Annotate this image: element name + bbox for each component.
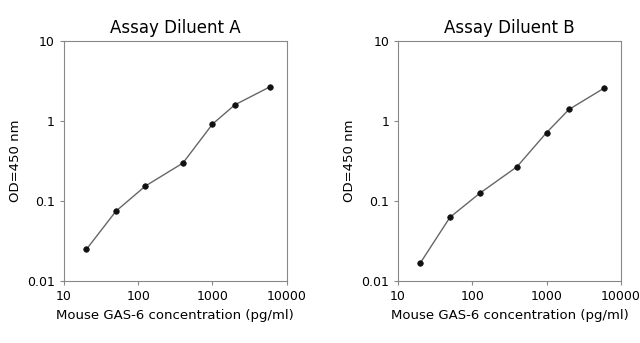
X-axis label: Mouse GAS-6 concentration (pg/ml): Mouse GAS-6 concentration (pg/ml)	[56, 309, 294, 322]
Y-axis label: OD=450 nm: OD=450 nm	[342, 120, 356, 202]
Title: Assay Diluent B: Assay Diluent B	[444, 19, 575, 37]
X-axis label: Mouse GAS-6 concentration (pg/ml): Mouse GAS-6 concentration (pg/ml)	[390, 309, 628, 322]
Title: Assay Diluent A: Assay Diluent A	[110, 19, 241, 37]
Y-axis label: OD=450 nm: OD=450 nm	[8, 120, 22, 202]
